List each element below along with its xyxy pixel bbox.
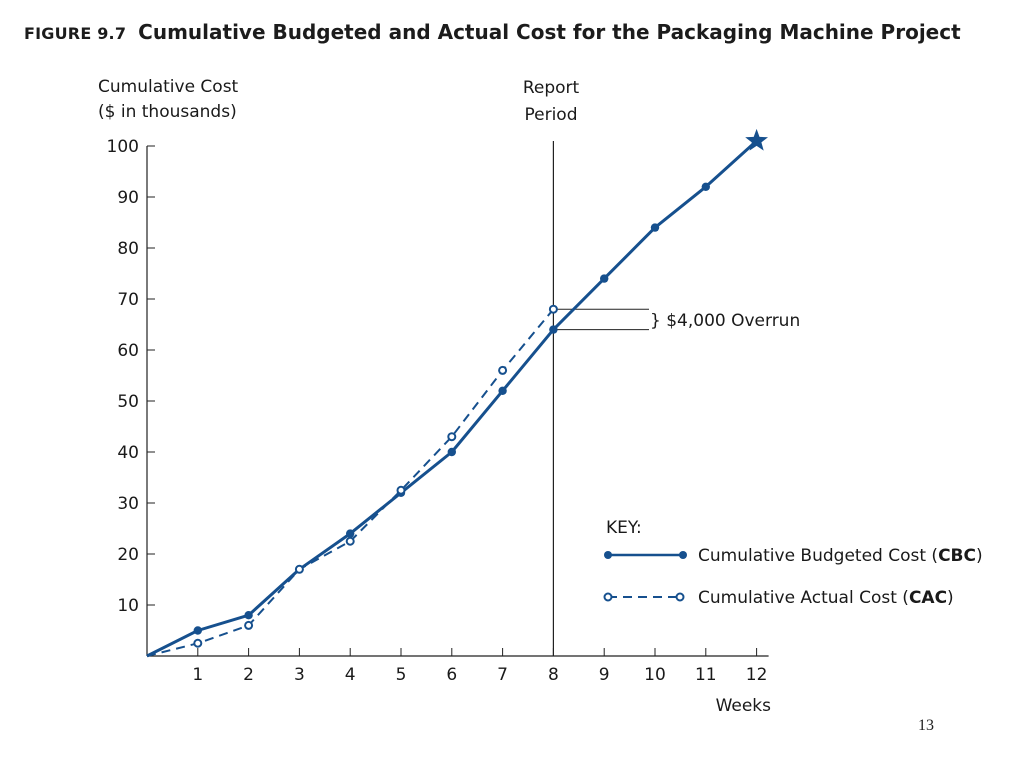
point-cac-week-8 [548, 304, 558, 314]
point-cac-week-4 [345, 536, 355, 546]
point-cbc-week-11 [701, 182, 710, 191]
x-tick-label-6: 6 [446, 665, 457, 685]
series-line-cbc [146, 139, 758, 658]
y-tick-label-60: 60 [117, 341, 139, 361]
y-tick-label-80: 80 [117, 239, 139, 259]
report-period-label-line1: Report [523, 78, 580, 98]
x-tick-label-10: 10 [644, 665, 666, 685]
legend-item-cbc: Cumulative Budgeted Cost (CBC) [604, 546, 983, 566]
y-tick-label-70: 70 [117, 290, 139, 310]
legend-cbc-abbr: CBC [938, 546, 976, 566]
legend-cac-marker-start [603, 592, 613, 602]
legend-cac-name: Cumulative Actual Cost [698, 588, 897, 608]
y-tick-label-10: 10 [117, 596, 139, 616]
point-cac-week-7 [498, 365, 508, 375]
x-axis-label: Weeks [716, 696, 772, 716]
y-axis-label-line1: Cumulative Cost [98, 77, 239, 97]
x-tick-label-11: 11 [695, 665, 717, 685]
x-tick-label-12: 12 [746, 665, 768, 685]
overrun-annotation: } $4,000 Overrun [650, 311, 800, 331]
legend-cbc-marker-end [679, 551, 687, 559]
figure-label: FIGURE 9.7 [24, 24, 127, 43]
point-cbc-week-4 [346, 529, 355, 538]
point-cbc-week-7 [498, 386, 507, 395]
page-number: 13 [918, 717, 934, 734]
y-tick-label-20: 20 [117, 545, 139, 565]
point-cac-week-5 [396, 485, 406, 495]
x-tick-label-3: 3 [294, 665, 305, 685]
x-tick-label-5: 5 [396, 665, 407, 685]
y-tick-label-30: 30 [117, 494, 139, 514]
point-cbc-week-8 [549, 325, 558, 334]
point-cac-week-3 [294, 564, 304, 574]
legend-cbc-name: Cumulative Budgeted Cost [698, 546, 926, 566]
y-axis-label-line2: ($ in thousands) [98, 102, 237, 122]
figure-title: FIGURE 9.7 Cumulative Budgeted and Actual… [24, 20, 961, 44]
legend-title: KEY: [606, 518, 642, 538]
legend-cbc-marker-start [604, 551, 612, 559]
point-cbc-week-9 [600, 274, 609, 283]
point-cbc-week-10 [650, 223, 660, 232]
x-tick-label-9: 9 [599, 665, 610, 685]
x-tick-label-7: 7 [497, 665, 508, 685]
point-cbc-week-2 [244, 611, 253, 620]
legend-cac-abbr: CAC [909, 588, 947, 608]
figure-title-text: Cumulative Budgeted and Actual Cost for … [138, 20, 961, 44]
legend-item-cac: Cumulative Actual Cost (CAC) [603, 588, 954, 608]
y-tick-label-90: 90 [117, 188, 139, 208]
x-tick-label-4: 4 [345, 665, 356, 685]
point-cbc-week-6 [447, 447, 456, 457]
y-tick-label-50: 50 [117, 392, 139, 412]
legend-cac-label: Cumulative Actual Cost (CAC) [698, 588, 954, 608]
series-line-cac [146, 308, 555, 657]
point-cac-week-6 [447, 432, 457, 442]
report-period-label-line2: Period [524, 105, 577, 125]
x-tick-label-8: 8 [548, 665, 559, 685]
legend-cbc-label: Cumulative Budgeted Cost (CBC) [698, 546, 983, 566]
end-star-marker [745, 128, 768, 151]
point-cac-week-2 [244, 620, 254, 630]
x-tick-label-2: 2 [243, 665, 254, 685]
y-tick-label-100: 100 [107, 137, 139, 157]
point-cac-week-1 [193, 638, 203, 648]
y-tick-label-40: 40 [117, 443, 139, 463]
x-tick-label-1: 1 [192, 665, 203, 685]
legend-cac-marker-end [675, 592, 685, 602]
legend: KEY: Cumulative Budgeted Cost (CBC) Cumu… [603, 518, 983, 608]
point-cbc-week-1 [193, 626, 202, 635]
